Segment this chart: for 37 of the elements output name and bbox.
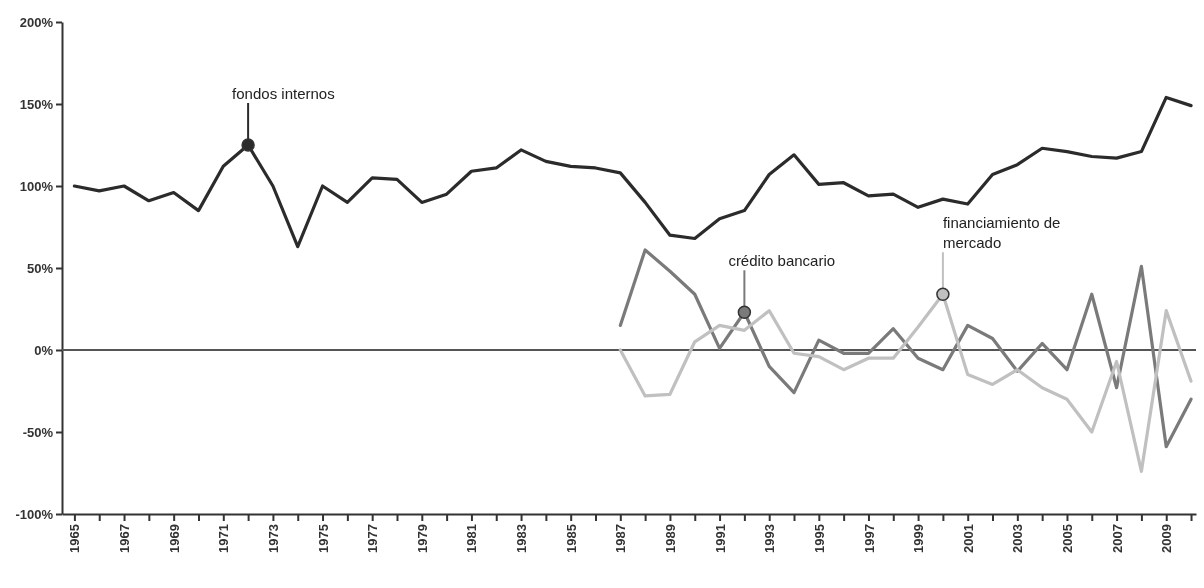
y-tick-label: 50%: [26, 260, 54, 276]
x-tick-label: 1999: [911, 524, 927, 553]
x-tick-label: 2009: [1159, 524, 1175, 553]
x-tick-label: 1965: [67, 524, 83, 553]
x-tick-label: 1989: [662, 524, 678, 553]
x-tick-label: 1967: [117, 524, 133, 553]
x-tick-label: 1977: [365, 524, 381, 553]
x-tick-label: 1981: [464, 524, 480, 553]
x-tick-label: 1973: [265, 524, 281, 553]
point: [241, 138, 255, 152]
x-tick-label: 1975: [315, 524, 331, 553]
x-tick-label: 1987: [613, 524, 629, 553]
point: [737, 305, 752, 320]
y-tick-label: 100%: [19, 178, 54, 194]
x-tick-label: 1995: [811, 524, 827, 553]
x-tick-label: 2005: [1060, 524, 1076, 553]
x-tick-label: 1997: [861, 524, 877, 553]
point: [936, 287, 950, 301]
annotation: financiamiento de mercado: [942, 214, 1061, 252]
x-tick-label: 1969: [166, 524, 182, 553]
line-series: [618, 248, 1193, 449]
x-tick-label: 1979: [414, 524, 430, 553]
x-tick-label: 1971: [216, 524, 232, 553]
annotation: crédito bancario: [728, 252, 836, 270]
y-tick-label: 0%: [34, 342, 54, 358]
y-tick-label: -50%: [22, 424, 54, 440]
x-tick-label: 1985: [563, 524, 579, 553]
y-tick-label: 200%: [19, 14, 54, 30]
x-tick-label: 2001: [960, 524, 976, 553]
x-tick-label: 1993: [762, 524, 778, 553]
x-tick-label: 1983: [514, 524, 530, 553]
annotation: fondos internos: [232, 85, 335, 102]
x-tick-label: 2007: [1109, 524, 1125, 553]
x-tick-label: 1991: [712, 524, 728, 553]
y-tick-label: 150%: [19, 96, 54, 112]
y-tick-label: -100%: [15, 506, 54, 522]
x-tick-label: 2003: [1010, 524, 1026, 553]
